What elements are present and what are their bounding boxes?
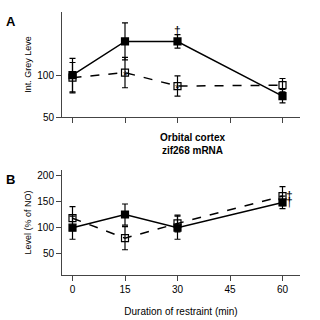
svg-text:Orbital cortexzif268 mRNA: Orbital cortexzif268 mRNA: [160, 132, 225, 156]
svg-text:†: †: [286, 189, 293, 203]
svg-text:45: 45: [224, 284, 236, 295]
svg-text:50: 50: [43, 112, 55, 123]
svg-text:Level (% of NO): Level (% of NO): [23, 190, 33, 254]
svg-text:Duration of restraint (min): Duration of restraint (min): [124, 306, 237, 317]
svg-text:30: 30: [172, 284, 184, 295]
svg-text:15: 15: [119, 284, 131, 295]
svg-text:200: 200: [37, 170, 54, 181]
svg-text:*: *: [123, 69, 128, 83]
svg-text:60: 60: [277, 284, 289, 295]
svg-text:100: 100: [37, 222, 54, 233]
svg-text:†: †: [174, 24, 181, 38]
svg-text:*: *: [175, 82, 180, 96]
svg-text:Int. Grey Leve: Int. Grey Leve: [23, 36, 33, 93]
svg-text:A: A: [6, 14, 16, 29]
svg-text:0: 0: [70, 284, 76, 295]
svg-text:150: 150: [37, 196, 54, 207]
svg-text:B: B: [6, 172, 15, 187]
svg-text:100: 100: [37, 70, 54, 81]
svg-text:†: †: [286, 195, 293, 209]
svg-text:50: 50: [43, 248, 55, 259]
